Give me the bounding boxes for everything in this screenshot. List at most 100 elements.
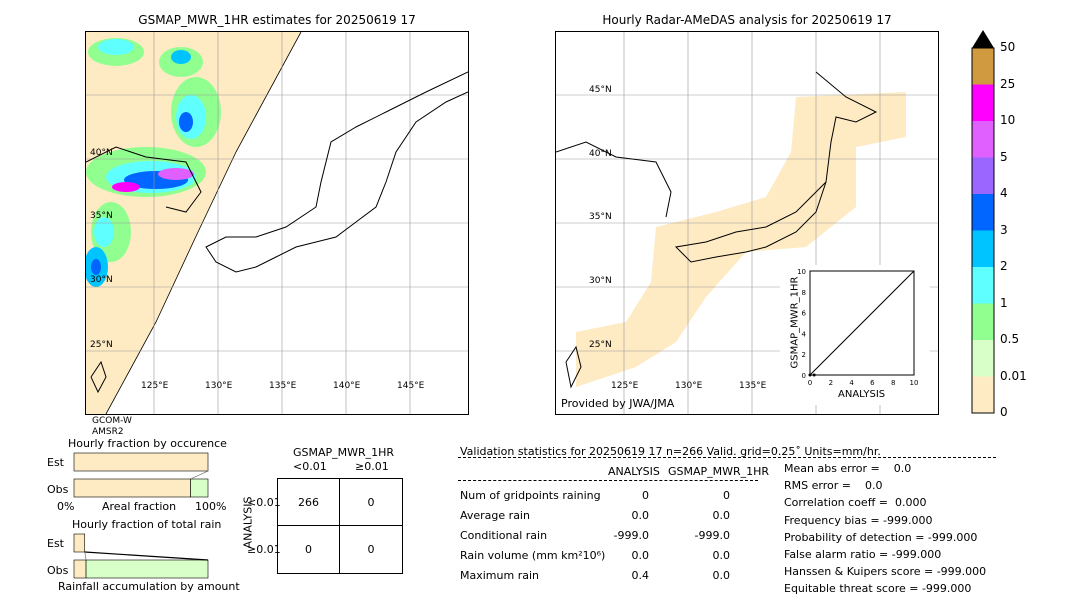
scatter-point (808, 373, 812, 377)
lat-label: 25°N (589, 340, 612, 350)
y-tick-label: 6 (802, 310, 807, 318)
stat-label: Maximum rain (460, 569, 539, 582)
colorbar-segment (972, 303, 994, 340)
table-cell: 0 (340, 479, 402, 526)
y-tick-label: 2 (802, 351, 806, 359)
stat-gsmap: 0 (723, 489, 730, 502)
stat-analysis: 0 (642, 489, 649, 502)
x-tick-label: 0 (808, 379, 812, 387)
rain-bar (190, 478, 209, 498)
colorbar-segment (972, 267, 994, 304)
scatter-plot: 00 2 2 4 4 6 6 8 8 10 10 (797, 268, 918, 387)
colorbar-label: 10 (1000, 113, 1016, 127)
coastline (86, 71, 468, 394)
stats-header: Validation statistics for 20250619 17 n=… (460, 445, 881, 458)
colorbar (971, 30, 995, 414)
lat-label: 40°N (589, 149, 612, 159)
colorbar-label: 50 (1000, 40, 1016, 54)
stat-analysis: -999.0 (613, 529, 649, 542)
light-rain-bar (73, 559, 87, 579)
obs-label: Obs (47, 564, 69, 577)
connector-line (84, 551, 209, 561)
lon-label: 135°E (739, 381, 767, 391)
score-item: Frequency bias = -999.000 (784, 513, 933, 527)
colorbar-label: 0.5 (1000, 332, 1020, 346)
lat-label: 30°N (589, 276, 612, 286)
col-analysis: ANALYSIS (608, 465, 660, 478)
est-label: Est (47, 537, 64, 550)
colorbar-label: 5 (1000, 149, 1008, 164)
analysis-coverage (576, 92, 906, 387)
stat-gsmap: 0.0 (712, 549, 731, 562)
stat-analysis: 0.0 (631, 509, 650, 522)
colorbar-segment (972, 48, 994, 85)
stat-label: Rain volume (mm km²10⁶) (460, 549, 606, 562)
occurrence-title: Hourly fraction by occurence (68, 437, 227, 450)
lat-label: 40°N (90, 148, 113, 158)
left-map-title: GSMAP_MWR_1HR estimates for 20250619 17 (138, 13, 416, 27)
scatter-inset: 0 0 2 2 4 4 6 6 8 8 10 10 (780, 265, 930, 405)
x-tick-label: 6 (870, 379, 875, 387)
colorbar-segment (972, 194, 994, 231)
obs-label: Obs (47, 483, 69, 496)
scatter-xlabel: ANALYSIS (838, 389, 886, 400)
stat-analysis: 0.4 (631, 569, 650, 582)
table-cell: 0 (278, 526, 340, 573)
colorbar-segment (972, 157, 994, 194)
colorbar-extend-triangle (972, 30, 994, 48)
left-map (85, 31, 469, 415)
y-tick-label: 4 (802, 330, 807, 338)
colorbar-segment (972, 230, 994, 267)
stat-analysis: 0.0 (631, 549, 650, 562)
lon-label: 140°E (333, 381, 361, 391)
scatter-point (812, 373, 816, 377)
total-rain-xlabel: Rainfall accumulation by amount (58, 580, 240, 593)
lon-label: 125°E (141, 381, 169, 391)
colorbar-label: 3 (1000, 222, 1008, 237)
lon-label: 135°E (269, 381, 297, 391)
scatter-ylabel: GSMAP_MWR_1HR (789, 276, 801, 369)
connector-line (190, 470, 209, 480)
divider (458, 457, 996, 458)
col-gsmap: GSMAP_MWR_1HR (668, 465, 770, 478)
colorbar-segment (972, 340, 994, 377)
col-label: ≥0.01 (355, 460, 389, 473)
occurrence-bars (73, 452, 209, 498)
left-map-canvas (86, 32, 468, 414)
score-item: Equitable threat score = -999.000 (784, 582, 972, 596)
contingency-title: GSMAP_MWR_1HR (293, 446, 395, 459)
light-rain-bar (73, 533, 86, 553)
lat-label: 35°N (90, 211, 113, 221)
y-tick-label: 8 (802, 289, 806, 297)
credit-text: Provided by JWA/JMA (561, 397, 675, 410)
scatter-frame (809, 270, 915, 376)
stat-gsmap: 0.0 (712, 569, 731, 582)
colorbar-frame (971, 47, 995, 414)
occurrence-xlabel: Areal fraction (102, 500, 177, 513)
satellite-label: GCOM-W (92, 416, 132, 426)
lat-label: 45°N (589, 85, 612, 95)
colorbar-label: 4 (1000, 186, 1008, 200)
divider (458, 480, 758, 481)
score-item: Probability of detection = -999.000 (784, 530, 978, 544)
y-tick-label: 0 (802, 372, 806, 380)
coastline (556, 71, 878, 389)
sensor-label: AMSR2 (92, 427, 124, 437)
stat-label: Conditional rain (460, 529, 548, 542)
lon-label: 130°E (675, 381, 703, 391)
col-label: <0.01 (293, 460, 327, 473)
stat-label: Average rain (460, 509, 530, 522)
contingency-table: 266 0 0 0 (277, 478, 403, 574)
table-cell: 0 (367, 543, 375, 556)
colorbar-label: 25 (1000, 76, 1016, 91)
no-rain-bar (73, 452, 209, 472)
lat-label: 35°N (589, 212, 612, 222)
colorbar-label: 0.01 (1000, 368, 1027, 383)
lat-label: 30°N (90, 275, 113, 285)
score-item: RMS error = 0.0 (784, 479, 883, 493)
total-rain-title: Hourly fraction of total rain (72, 518, 222, 531)
lon-label: 125°E (611, 381, 639, 391)
total-rain-bars (73, 533, 209, 579)
no-rain-bar (73, 478, 191, 498)
